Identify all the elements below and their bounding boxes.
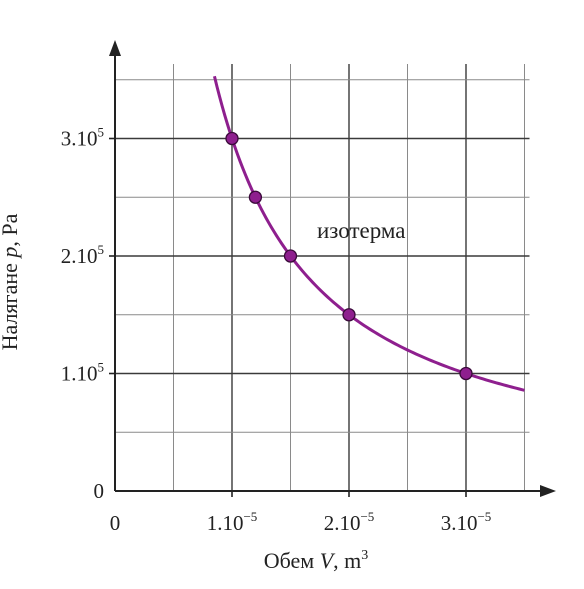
x-tick-label-2: 2.10−5: [324, 509, 375, 535]
grid: [115, 64, 530, 491]
isotherm-curve: [212, 75, 525, 392]
y-tick-exp-2: 5: [98, 242, 105, 257]
y-tick-label-3: 3.105: [61, 125, 104, 151]
y-tick-label-2: 2.105: [61, 242, 104, 268]
x-tick-mantissa-1: 1.10: [207, 511, 244, 535]
data-point-2: [283, 249, 298, 263]
y-tick-exp-1: 5: [98, 360, 105, 375]
x-tick-exp-2: −5: [360, 509, 374, 524]
axes: [109, 40, 556, 497]
y-tick-label-0: 0: [94, 479, 105, 503]
x-tick-exp-3: −5: [477, 509, 491, 524]
y-axis-arrow: [109, 40, 121, 56]
x-axis-label-prefix: Обем: [264, 548, 320, 573]
x-tick-label-0: 0: [110, 511, 121, 535]
data-points: [225, 131, 473, 381]
isotherm-annotation: изотерма: [317, 218, 405, 243]
y-tick-mantissa-2: 2.10: [61, 244, 98, 268]
y-axis-label-prefix: Налягане: [0, 258, 22, 351]
x-axis-label: Обем V, m3: [264, 548, 369, 573]
data-point-3: [342, 308, 356, 322]
y-tick-mantissa-1: 1.10: [61, 362, 98, 386]
data-point-1: [248, 190, 263, 204]
y-axis-label-suffix: , Pa: [0, 213, 22, 246]
x-tick-mantissa-2: 2.10: [324, 511, 361, 535]
x-tick-exp-1: −5: [243, 509, 257, 524]
x-tick-mantissa-0: 0: [110, 511, 121, 535]
x-axis-label-suffix: , m: [333, 548, 361, 573]
x-axis-label-var: V: [320, 548, 336, 573]
data-point-0: [225, 131, 239, 146]
y-axis-label: Налягане p, Pa: [0, 213, 22, 350]
y-tick-exp-3: 5: [98, 125, 105, 140]
y-tick-mantissa-0: 0: [94, 479, 105, 503]
x-tick-label-3: 3.10−5: [441, 509, 492, 535]
x-tick-mantissa-3: 3.10: [441, 511, 478, 535]
y-axis-label-var: p: [0, 247, 22, 260]
x-axis-label-exp: 3: [361, 548, 368, 563]
x-axis-arrow: [540, 485, 556, 497]
y-tick-label-1: 1.105: [61, 360, 104, 386]
x-tick-label-1: 1.10−5: [207, 509, 258, 535]
y-tick-mantissa-3: 3.10: [61, 127, 98, 151]
data-point-4: [459, 366, 473, 381]
